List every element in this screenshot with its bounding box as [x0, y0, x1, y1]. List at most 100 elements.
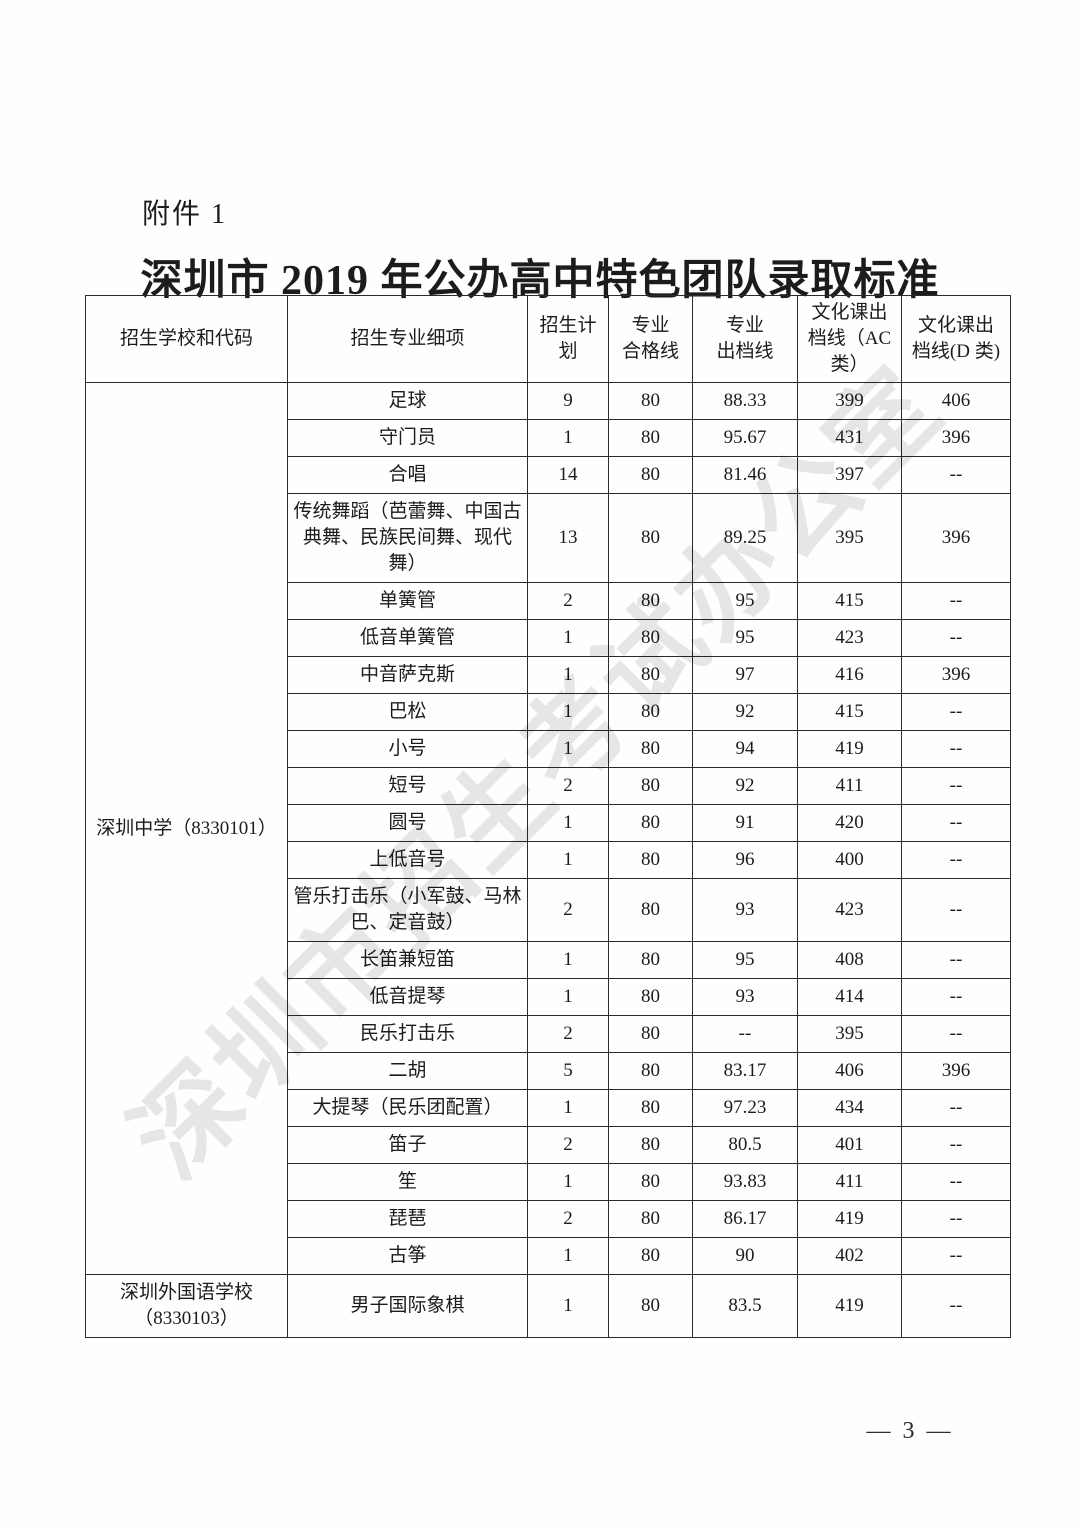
culture-ac-line-cell: 406 [797, 1052, 902, 1090]
item-cell: 管乐打击乐（小军鼓、马林巴、定音鼓） [287, 878, 528, 942]
header-major-item: 招生专业细项 [287, 295, 528, 383]
item-cell: 笙 [287, 1163, 528, 1201]
table-row: 上低音号 1 80 96 400 -- [86, 841, 1011, 879]
table-row: 琵琶 2 80 86.17 419 -- [86, 1200, 1011, 1238]
culture-ac-line-cell: 434 [797, 1089, 902, 1127]
qualify-line-cell: 80 [608, 382, 693, 420]
culture-d-line-cell: -- [901, 1163, 1011, 1201]
culture-ac-line-cell: 416 [797, 656, 902, 694]
item-cell: 二胡 [287, 1052, 528, 1090]
plan-cell: 1 [527, 419, 609, 457]
culture-ac-line-cell: 419 [797, 1274, 902, 1338]
culture-ac-line-cell: 402 [797, 1237, 902, 1275]
header-enrollment-plan: 招生计 划 [527, 295, 609, 383]
table-row: 短号 2 80 92 411 -- [86, 767, 1011, 805]
table-row: 圆号 1 80 91 420 -- [86, 804, 1011, 842]
plan-cell: 1 [527, 1089, 609, 1127]
plan-cell: 1 [527, 941, 609, 979]
item-cell: 大提琴（民乐团配置） [287, 1089, 528, 1127]
plan-cell: 1 [527, 804, 609, 842]
plan-cell: 2 [527, 878, 609, 942]
plan-cell: 1 [527, 978, 609, 1016]
school-cell: 深圳外国语学校 （8330103） [85, 1274, 288, 1338]
table-row: 笙 1 80 93.83 411 -- [86, 1163, 1011, 1201]
major-line-cell: 91 [692, 804, 798, 842]
header-qualify-line: 专业 合格线 [608, 295, 693, 383]
plan-cell: 9 [527, 382, 609, 420]
culture-ac-line-cell: 397 [797, 456, 902, 494]
major-line-cell: 94 [692, 730, 798, 768]
table-row: 大提琴（民乐团配置） 1 80 97.23 434 -- [86, 1089, 1011, 1127]
page-number: — 3 — [866, 1418, 954, 1444]
qualify-line-cell: 80 [608, 419, 693, 457]
culture-d-line-cell: -- [901, 767, 1011, 805]
table-row: 深圳中学（8330101） 足球 9 80 88.33 399 406 [85, 382, 1011, 1275]
item-cell: 传统舞蹈（芭蕾舞、中国古典舞、民族民间舞、现代舞） [287, 493, 528, 583]
culture-ac-line-cell: 419 [797, 730, 902, 768]
qualify-line-cell: 80 [608, 941, 693, 979]
culture-ac-line-cell: 423 [797, 878, 902, 942]
culture-ac-line-cell: 395 [797, 493, 902, 583]
major-line-cell: -- [692, 1015, 798, 1053]
major-line-cell: 93 [692, 878, 798, 942]
item-cell: 男子国际象棋 [287, 1274, 528, 1338]
table-row: 中音萨克斯 1 80 97 416 396 [86, 656, 1011, 694]
table-row: 长笛兼短笛 1 80 95 408 -- [86, 941, 1011, 979]
culture-ac-line-cell: 401 [797, 1126, 902, 1164]
item-cell: 圆号 [287, 804, 528, 842]
plan-cell: 1 [527, 619, 609, 657]
admission-table-container: 招生学校和代码 招生专业细项 招生计 划 专业 合格线 专业 出档线 文化课出 … [85, 295, 1011, 1338]
plan-cell: 1 [527, 841, 609, 879]
culture-ac-line-cell: 399 [797, 382, 902, 420]
header-school-code: 招生学校和代码 [85, 295, 288, 383]
item-cell: 笛子 [287, 1126, 528, 1164]
major-line-cell: 93.83 [692, 1163, 798, 1201]
item-cell: 低音提琴 [287, 978, 528, 1016]
qualify-line-cell: 80 [608, 1200, 693, 1238]
major-line-cell: 95.67 [692, 419, 798, 457]
item-cell: 小号 [287, 730, 528, 768]
culture-d-line-cell: -- [901, 1015, 1011, 1053]
qualify-line-cell: 80 [608, 1089, 693, 1127]
culture-d-line-cell: -- [901, 619, 1011, 657]
major-line-cell: 97.23 [692, 1089, 798, 1127]
major-line-cell: 83.17 [692, 1052, 798, 1090]
qualify-line-cell: 80 [608, 1126, 693, 1164]
qualify-line-cell: 80 [608, 693, 693, 731]
plan-cell: 2 [527, 1015, 609, 1053]
item-cell: 民乐打击乐 [287, 1015, 528, 1053]
culture-d-line-cell: -- [901, 841, 1011, 879]
table-row: 守门员 1 80 95.67 431 396 [86, 419, 1011, 457]
table-row: 深圳外国语学校 （8330103） 男子国际象棋 1 80 83.5 419 -- [85, 1274, 1011, 1338]
plan-cell: 2 [527, 1200, 609, 1238]
qualify-line-cell: 80 [608, 804, 693, 842]
table-header: 招生学校和代码 招生专业细项 招生计 划 专业 合格线 专业 出档线 文化课出 … [85, 295, 1011, 383]
major-line-cell: 95 [692, 582, 798, 620]
item-cell: 单簧管 [287, 582, 528, 620]
header-major-line: 专业 出档线 [692, 295, 798, 383]
qualify-line-cell: 80 [608, 619, 693, 657]
major-line-cell: 93 [692, 978, 798, 1016]
item-cell: 守门员 [287, 419, 528, 457]
table-row: 管乐打击乐（小军鼓、马林巴、定音鼓） 2 80 93 423 -- [86, 878, 1011, 942]
item-cell: 古筝 [287, 1237, 528, 1275]
plan-cell: 1 [527, 693, 609, 731]
plan-cell: 14 [527, 456, 609, 494]
plan-cell: 1 [527, 1274, 609, 1338]
culture-ac-line-cell: 415 [797, 693, 902, 731]
culture-d-line-cell: -- [901, 1200, 1011, 1238]
major-line-cell: 95 [692, 941, 798, 979]
culture-ac-line-cell: 423 [797, 619, 902, 657]
item-cell: 长笛兼短笛 [287, 941, 528, 979]
major-line-cell: 83.5 [692, 1274, 798, 1338]
qualify-line-cell: 80 [608, 978, 693, 1016]
culture-d-line-cell: -- [901, 1126, 1011, 1164]
qualify-line-cell: 80 [608, 1052, 693, 1090]
header-culture-ac-line: 文化课出 档线（AC 类） [797, 295, 902, 383]
culture-ac-line-cell: 395 [797, 1015, 902, 1053]
qualify-line-cell: 80 [608, 1237, 693, 1275]
qualify-line-cell: 80 [608, 582, 693, 620]
table-row: 合唱 14 80 81.46 397 -- [86, 456, 1011, 494]
culture-ac-line-cell: 411 [797, 1163, 902, 1201]
plan-cell: 13 [527, 493, 609, 583]
